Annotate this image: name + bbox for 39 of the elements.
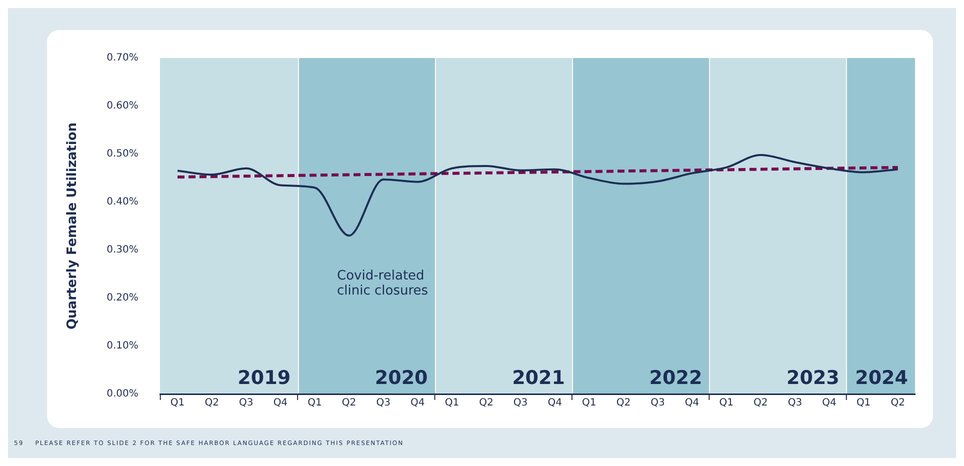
x-tick-label: Q2 xyxy=(204,398,219,409)
x-tick-label: Q1 xyxy=(170,398,185,409)
line-series xyxy=(176,154,899,237)
y-tick-label: 0.10% xyxy=(106,340,138,352)
y-tick-label: 0.70% xyxy=(106,52,138,64)
x-tick-label: Q4 xyxy=(684,398,700,409)
x-tick-label: Q1 xyxy=(582,398,596,409)
annotation: 2023 xyxy=(786,367,840,389)
x-tick-label: Q3 xyxy=(239,398,254,409)
y-axis-title: Quarterly Female Utilization xyxy=(65,122,80,330)
y-tick-label: 0.40% xyxy=(106,196,138,208)
annotation: Covid-related clinic closures xyxy=(337,268,428,298)
x-tick-label: Q4 xyxy=(273,398,288,409)
x-tick-label: Q1 xyxy=(308,398,322,409)
x-tick-label: Q2 xyxy=(342,398,356,409)
annotation: 2020 xyxy=(374,367,428,389)
x-tick-label: Q3 xyxy=(376,398,390,409)
y-tick-label: 0.20% xyxy=(106,292,138,304)
x-tick-label: Q2 xyxy=(890,398,905,409)
x-tick-label: Q4 xyxy=(822,398,836,409)
annotation: 2019 xyxy=(238,367,291,389)
x-tick-label: Q2 xyxy=(754,398,768,409)
annotation: 2022 xyxy=(649,367,702,389)
y-tick-label: 0.50% xyxy=(106,148,138,160)
x-tick-label: Q4 xyxy=(548,398,562,409)
x-tick-label: Q1 xyxy=(719,398,734,409)
x-tick-label: Q1 xyxy=(444,398,460,409)
x-tick-label: Q2 xyxy=(479,398,494,409)
x-tick-label: Q3 xyxy=(788,398,802,409)
annotation: 2024 xyxy=(855,367,908,389)
x-tick-label: Q4 xyxy=(410,398,425,409)
y-tick-label: 0.30% xyxy=(106,244,138,256)
y-tick-label: 0.00% xyxy=(106,388,138,400)
annotation: 2021 xyxy=(512,367,565,389)
x-tick-label: Q3 xyxy=(513,398,528,409)
x-tick-label: Q3 xyxy=(650,398,665,409)
x-tick-label: Q1 xyxy=(856,398,871,409)
x-tick-label: Q2 xyxy=(616,398,631,409)
y-tick-label: 0.60% xyxy=(106,100,138,112)
